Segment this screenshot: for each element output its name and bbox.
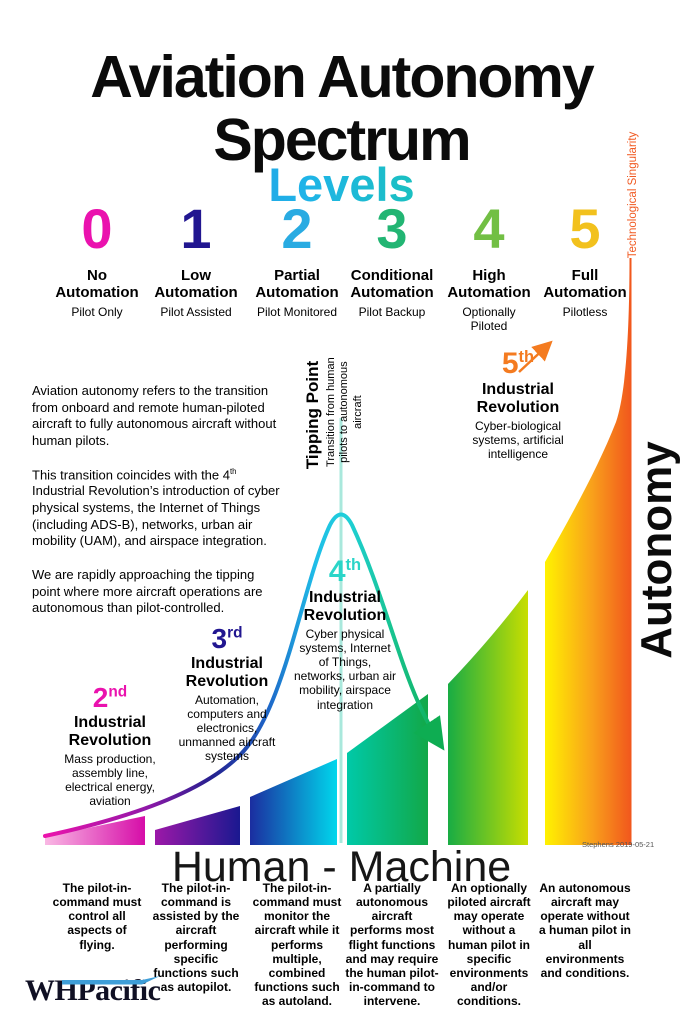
revolution-description: Automation, computers and electronics, u… [178, 692, 276, 764]
level-description-3: A partially autonomous aircraft performs… [345, 881, 439, 1009]
level-column-1: 1 Low Automation Pilot Assisted [131, 201, 261, 319]
technological-singularity-label: Technological Singularity [627, 131, 639, 259]
level-number: 1 [180, 197, 212, 260]
intro-paragraph-3: We are rapidly approaching the tipping p… [32, 566, 263, 616]
level-0-wedge [45, 816, 145, 845]
credit-text: Stephens 2019-05-21 [582, 840, 655, 849]
logo-swoosh-icon [62, 976, 160, 985]
level-pilot-mode: Pilot Monitored [256, 304, 338, 319]
whpacific-logo: WHPacific [25, 974, 175, 1014]
level-4-wedge [448, 590, 528, 845]
ordinal-superscript: th [229, 466, 237, 476]
revolution-title: Industrial Revolution [476, 381, 560, 416]
ordinal-number: 5 [501, 347, 519, 380]
level-1-wedge [155, 806, 240, 845]
level-name: Full Automation [543, 267, 627, 302]
level-pilot-mode: Pilot Assisted [160, 304, 232, 319]
level-description-1: The pilot-in- command is assisted by the… [152, 881, 240, 995]
revolution-title: Industrial Revolution [185, 655, 269, 690]
revolution-ordinal: 2nd [44, 684, 176, 712]
intro-paragraph-2-text: Industrial Revolution’s introduction of … [32, 483, 280, 549]
intro-paragraph-1: Aviation autonomy refers to the transiti… [32, 383, 277, 448]
level-description-4: An optionally piloted aircraft may opera… [447, 881, 531, 1009]
intro-paragraph-2-text: This transition coincides with the 4 [32, 466, 230, 482]
autonomy-axis-label: Autonomy [632, 441, 681, 659]
ordinal-suffix: nd [108, 683, 128, 701]
level-column-3: 3 Conditional Automation Pilot Backup [327, 201, 457, 319]
revolution-ordinal: 3rd [161, 625, 293, 653]
level-column-4: 4 High Automation Optionally Piloted [424, 201, 554, 333]
page-title: Aviation Autonomy Spectrum [90, 43, 594, 174]
level-name: Partial Automation [255, 267, 339, 302]
human-machine-axis-label: Human - Machine [171, 843, 512, 891]
level-description-2: The pilot-in- command must monitor the a… [252, 881, 342, 1009]
revolution-block-2nd: 2nd Industrial Revolution Mass productio… [44, 684, 176, 809]
tipping-point-label: Tipping Point [303, 360, 322, 470]
fifth-revolution-arrow [518, 340, 553, 373]
singularity-area [545, 258, 632, 845]
level-pilot-mode: Pilot Backup [358, 304, 426, 319]
ordinal-number: 4 [328, 555, 346, 588]
level-description-5: An autonomous aircraft may operate witho… [539, 881, 631, 980]
level-name: Low Automation [154, 267, 238, 302]
revolution-title: Industrial Revolution [68, 714, 152, 749]
level-name: Conditional Automation [350, 267, 434, 302]
level-name: High Automation [447, 267, 531, 302]
revolution-block-5th: 5th Industrial Revolution Cyber-biologic… [457, 349, 579, 462]
ordinal-suffix: rd [227, 624, 243, 642]
level-number: 2 [281, 197, 313, 260]
level-description-0: The pilot-in- command must control all a… [52, 881, 142, 952]
intro-paragraphs: Aviation autonomy refers to the transiti… [32, 383, 284, 634]
level-column-0: 0 No Automation Pilot Only [32, 201, 162, 319]
revolution-ordinal: 4th [279, 557, 411, 587]
level-column-5: 5 Full Automation Pilotless [520, 201, 650, 319]
revolution-ordinal: 5th [457, 349, 579, 379]
level-3-wedge [347, 694, 428, 845]
revolution-description: Cyber-biological systems, artificial int… [472, 418, 564, 462]
pilot-to-autonomous-curve [43, 512, 445, 838]
level-name: No Automation [55, 267, 139, 302]
ordinal-number: 3 [211, 623, 228, 654]
level-number: 0 [81, 197, 113, 260]
level-column-2: 2 Partial Automation Pilot Monitored [232, 201, 362, 319]
level-number: 5 [569, 197, 601, 260]
revolution-description: Mass production, assembly line, electric… [64, 751, 156, 809]
level-pilot-mode: Pilotless [562, 304, 608, 319]
level-number: 3 [376, 197, 408, 260]
level-pilot-mode: Optionally Piloted [462, 304, 516, 333]
tipping-point-sublabel: Transition from human pilots to autonomo… [324, 357, 364, 467]
level-number: 4 [473, 197, 505, 260]
revolution-block-3rd: 3rd Industrial Revolution Automation, co… [161, 625, 293, 764]
ordinal-suffix: th [518, 348, 535, 366]
revolution-title: Industrial Revolution [303, 589, 387, 624]
revolution-block-4th: 4th Industrial Revolution Cyber physical… [279, 557, 411, 712]
ordinal-number: 2 [92, 682, 109, 713]
level-pilot-mode: Pilot Only [71, 304, 123, 319]
ordinal-suffix: th [345, 556, 362, 574]
levels-heading: Levels [0, 157, 683, 212]
logo-text: WHPacific [25, 974, 161, 1007]
level-2-wedge [250, 759, 337, 845]
revolution-description: Cyber physical systems, Internet of Thin… [293, 626, 397, 712]
intro-paragraph-2: This transition coincides with the 4th I… [32, 467, 284, 550]
